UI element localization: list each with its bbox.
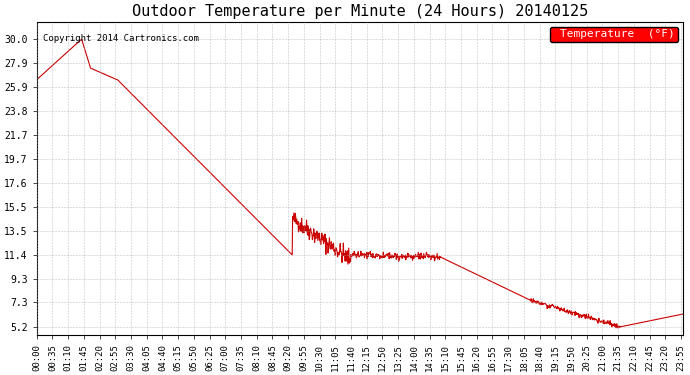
Text: Copyright 2014 Cartronics.com: Copyright 2014 Cartronics.com — [43, 34, 199, 43]
Title: Outdoor Temperature per Minute (24 Hours) 20140125: Outdoor Temperature per Minute (24 Hours… — [132, 4, 588, 19]
Legend: Temperature  (°F): Temperature (°F) — [550, 27, 678, 42]
